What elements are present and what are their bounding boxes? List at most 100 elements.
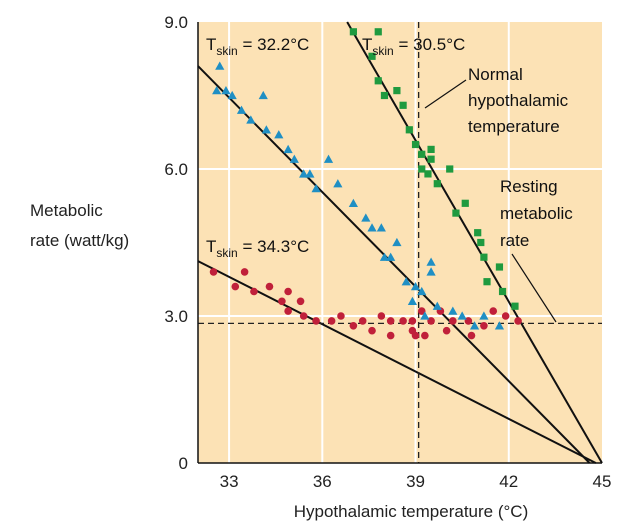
data-point-circle bbox=[411, 331, 420, 340]
x-tick-label: 42 bbox=[499, 472, 518, 491]
x-tick-label: 39 bbox=[406, 472, 425, 491]
data-point-triangle bbox=[407, 296, 418, 305]
data-point-triangle bbox=[299, 169, 309, 178]
data-point-square bbox=[474, 229, 482, 237]
data-point-triangle bbox=[258, 90, 268, 100]
data-point-square bbox=[477, 238, 485, 247]
annotation-resting-rate-line-1: Resting bbox=[500, 177, 558, 196]
data-point-circle bbox=[399, 317, 407, 325]
data-point-triangle bbox=[361, 213, 371, 222]
annotation-normal-temp-line-1: Normal bbox=[468, 65, 523, 84]
data-point-square bbox=[495, 263, 504, 271]
data-point-triangle bbox=[221, 86, 231, 95]
data-point-circle bbox=[337, 312, 345, 320]
data-point-square bbox=[461, 199, 469, 207]
data-point-circle bbox=[421, 331, 429, 340]
data-point-square bbox=[427, 145, 435, 153]
data-point-square bbox=[418, 165, 426, 173]
data-point-triangle bbox=[227, 90, 237, 100]
data-point-circle bbox=[368, 326, 376, 335]
data-point-circle bbox=[408, 317, 417, 325]
data-point-circle bbox=[442, 326, 451, 335]
x-tick-label: 36 bbox=[313, 472, 332, 491]
axes bbox=[197, 22, 602, 464]
data-point-triangle bbox=[215, 61, 225, 70]
annotation-normal-temp-leader bbox=[424, 79, 467, 109]
x-tick-label: 45 bbox=[593, 472, 612, 491]
data-point-circle bbox=[299, 312, 308, 320]
regression-line-series-2 bbox=[346, 21, 603, 464]
data-point-circle bbox=[209, 268, 218, 276]
data-point-triangle bbox=[417, 286, 427, 296]
data-point-circle bbox=[514, 317, 522, 325]
series-label-34-3: Tskin = 34.3°C bbox=[206, 237, 309, 260]
annotation-resting-rate-line-2: metabolic bbox=[500, 204, 573, 223]
y-tick-label: 9.0 bbox=[164, 13, 188, 32]
data-point-triangle bbox=[283, 144, 293, 154]
x-axis-ticks: 33 36 39 42 45 bbox=[220, 472, 612, 491]
data-point-circle bbox=[278, 297, 286, 306]
data-point-triangle bbox=[392, 237, 402, 247]
data-point-circle bbox=[231, 282, 240, 291]
data-point-triangle bbox=[289, 154, 299, 163]
data-point-triangle bbox=[432, 301, 442, 310]
data-point-circle bbox=[284, 307, 292, 315]
data-point-circle bbox=[296, 297, 305, 306]
data-point-triangle bbox=[236, 105, 247, 114]
data-point-square bbox=[418, 150, 426, 158]
y-tick-label: 6.0 bbox=[164, 160, 188, 179]
data-point-circle bbox=[386, 331, 395, 340]
data-point-triangle bbox=[494, 321, 505, 330]
data-point-triangle bbox=[212, 86, 222, 95]
data-point-triangle bbox=[410, 282, 421, 291]
data-points bbox=[209, 28, 522, 340]
data-point-square bbox=[452, 209, 460, 217]
data-point-circle bbox=[464, 317, 473, 325]
data-point-circle bbox=[265, 282, 274, 291]
data-point-triangle bbox=[457, 311, 467, 320]
data-point-triangle bbox=[333, 179, 343, 188]
grid-lines bbox=[198, 22, 602, 463]
data-point-triangle bbox=[469, 321, 480, 330]
data-point-triangle bbox=[367, 223, 377, 232]
y-tick-label: 0 bbox=[179, 454, 188, 473]
data-point-circle bbox=[358, 317, 367, 325]
y-axis-title-line-1: Metabolic bbox=[30, 201, 103, 220]
data-point-square bbox=[399, 101, 407, 109]
data-point-triangle bbox=[379, 252, 390, 261]
data-point-square bbox=[405, 126, 413, 134]
data-point-square bbox=[380, 91, 389, 100]
data-point-triangle bbox=[311, 184, 321, 193]
data-point-circle bbox=[284, 287, 292, 296]
data-point-square bbox=[411, 140, 420, 149]
data-point-square bbox=[480, 253, 488, 261]
data-point-triangle bbox=[261, 125, 271, 134]
data-point-triangle bbox=[348, 198, 358, 207]
data-point-triangle bbox=[426, 257, 436, 266]
data-point-square bbox=[511, 302, 519, 310]
data-point-circle bbox=[427, 317, 435, 325]
data-point-circle bbox=[386, 317, 395, 325]
data-point-circle bbox=[417, 307, 426, 315]
data-point-circle bbox=[467, 331, 476, 340]
data-point-triangle bbox=[420, 311, 430, 320]
data-point-circle bbox=[240, 268, 249, 276]
data-point-square bbox=[368, 52, 376, 60]
data-point-triangle bbox=[305, 169, 315, 178]
x-axis-title: Hypothalamic temperature (°C) bbox=[294, 502, 529, 521]
data-point-circle bbox=[489, 307, 498, 315]
data-point-square bbox=[427, 155, 435, 163]
data-point-triangle bbox=[401, 277, 411, 286]
data-point-triangle bbox=[386, 252, 396, 261]
data-point-triangle bbox=[376, 223, 386, 232]
x-tick-label: 33 bbox=[220, 472, 239, 491]
y-axis-ticks: 0 3.0 6.0 9.0 bbox=[164, 13, 188, 473]
series-label-32-2: Tskin = 32.2°C bbox=[206, 35, 309, 58]
data-point-circle bbox=[449, 317, 457, 325]
annotation-normal-temp-line-2: hypothalamic bbox=[468, 91, 569, 110]
data-point-square bbox=[374, 28, 382, 36]
data-point-circle bbox=[250, 287, 258, 296]
data-point-circle bbox=[480, 322, 488, 330]
data-point-triangle bbox=[274, 130, 284, 139]
